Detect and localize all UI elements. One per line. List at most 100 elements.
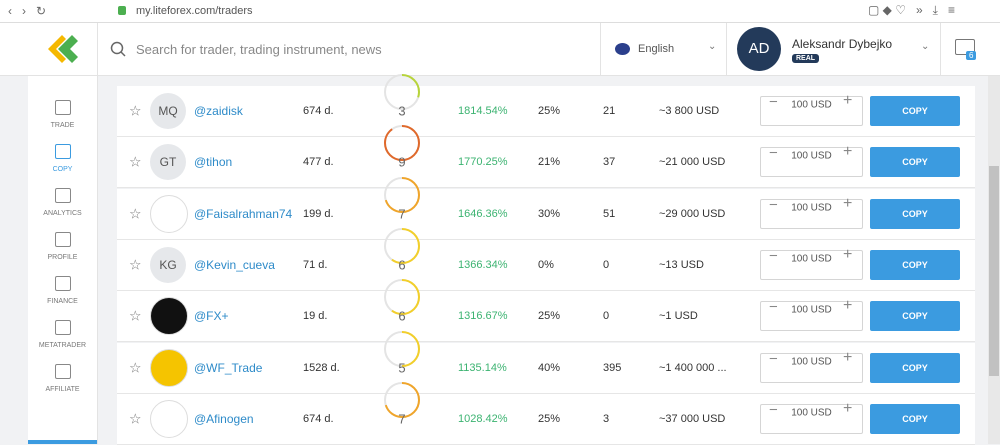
flag-icon [615, 43, 630, 55]
decrease-button[interactable]: − [769, 298, 778, 316]
percent: 21% [538, 156, 561, 169]
nav-icons[interactable]: ‹ › ↻ [8, 4, 47, 18]
increase-button[interactable]: + [843, 399, 853, 417]
user-avatar[interactable]: AD [737, 27, 781, 71]
trader-name[interactable]: @WF_Trade [194, 360, 263, 375]
amount-input[interactable]: − 100 USD + [760, 92, 863, 126]
nav-label[interactable]: METATRADER [38, 342, 87, 349]
gain: 1028.42% [458, 412, 508, 425]
favorite-star[interactable]: ☆ [129, 153, 142, 170]
amount[interactable]: 100 USD [791, 150, 832, 162]
favorite-star[interactable]: ☆ [129, 359, 142, 375]
favorite-star[interactable]: ☆ [129, 205, 142, 222]
amount-input[interactable]: − 100 USD + [760, 297, 863, 332]
trader-name[interactable]: @zaidisk [194, 104, 243, 118]
copy-button[interactable]: COPY [870, 198, 960, 229]
header: Search for trader, trading instrument, n… [0, 23, 1000, 76]
copy-button[interactable]: COPY [870, 352, 960, 383]
trader-avatar[interactable] [150, 348, 188, 387]
copy-button[interactable]: COPY [870, 301, 960, 332]
nav-icon[interactable] [55, 364, 71, 379]
count: 37 [603, 156, 616, 169]
logo[interactable] [44, 31, 82, 67]
increase-button[interactable]: + [843, 297, 853, 315]
chat-icon[interactable] [955, 39, 975, 55]
risk-ring [384, 125, 420, 162]
copy-button[interactable]: COPY [870, 403, 960, 434]
nav-icon[interactable] [55, 188, 71, 203]
decrease-button[interactable]: − [769, 144, 778, 162]
trader-avatar[interactable]: MQ [150, 93, 186, 129]
risk-arc [384, 381, 420, 418]
gain: 1316.67% [458, 310, 508, 323]
nav-icon[interactable] [55, 232, 71, 247]
decrease-button[interactable]: − [769, 247, 778, 265]
trader-name[interactable]: @Afinogen [194, 411, 254, 426]
amount-input[interactable]: − 100 USD + [760, 349, 863, 383]
amount-input[interactable]: − 100 USD + [760, 195, 863, 229]
decrease-button[interactable]: − [769, 350, 778, 367]
count: 0 [603, 310, 610, 323]
trader-avatar[interactable]: GT [150, 144, 186, 181]
amount[interactable]: 100 USD [791, 356, 832, 367]
favorite-star[interactable]: ☆ [129, 102, 142, 119]
amount[interactable]: 100 USD [791, 99, 832, 111]
amount[interactable]: 100 USD [791, 304, 832, 316]
url[interactable]: my.liteforex.com/traders [136, 5, 253, 17]
copy-button[interactable]: COPY [870, 96, 960, 126]
increase-button[interactable]: + [843, 92, 853, 109]
dropdown-caret[interactable]: ⌄ [708, 41, 717, 52]
trader-days: 674 d. [303, 412, 334, 425]
percent: 0% [538, 258, 554, 271]
trader-avatar[interactable]: KG [150, 246, 186, 283]
amount[interactable]: 100 USD [791, 253, 832, 265]
copy-button[interactable]: COPY [870, 147, 960, 178]
scroll-thumb[interactable] [989, 166, 999, 376]
increase-button[interactable]: + [843, 348, 853, 366]
trader-name[interactable]: @tihon [194, 155, 233, 170]
language[interactable]: English [638, 43, 675, 55]
favorite-star[interactable]: ☆ [129, 307, 142, 324]
dropdown-caret[interactable]: ⌄ [921, 41, 930, 52]
trader-days: 674 d. [303, 105, 334, 117]
decrease-button[interactable]: − [769, 93, 778, 111]
amount-input[interactable]: − 100 USD + [760, 400, 863, 434]
trader-avatar[interactable] [150, 399, 188, 438]
nav-icon[interactable] [55, 100, 71, 115]
trader-name[interactable]: @Kevin_cueva [194, 257, 275, 272]
gain: 1366.34% [458, 258, 508, 271]
percent: 25% [538, 105, 561, 117]
search-input[interactable]: Search for trader, trading instrument, n… [136, 42, 382, 57]
nav-icon[interactable] [55, 276, 71, 291]
nav-label[interactable]: TRADE [50, 122, 75, 129]
nav-label[interactable]: AFFILIATE [45, 386, 80, 393]
copy-button[interactable]: COPY [870, 249, 960, 280]
nav-icon[interactable] [55, 320, 71, 335]
nav-label[interactable]: COPY [52, 166, 73, 173]
user-name[interactable]: Aleksandr Dybejko [792, 37, 893, 51]
risk-score: 6 [398, 257, 406, 273]
increase-button[interactable]: + [843, 194, 853, 212]
trader-name[interactable]: @Faisalrahman74 [194, 206, 293, 221]
increase-button[interactable]: + [843, 245, 853, 263]
risk-ring [384, 330, 420, 367]
count: 21 [603, 105, 616, 117]
nav-label[interactable]: ANALYTICS [43, 210, 82, 217]
favorite-star[interactable]: ☆ [129, 410, 142, 427]
amount-input[interactable]: − 100 USD + [760, 143, 863, 178]
nav-label[interactable]: PROFILE [47, 254, 78, 261]
amount[interactable]: 100 USD [791, 202, 832, 214]
trader-avatar[interactable] [150, 194, 188, 233]
decrease-button[interactable]: − [769, 196, 778, 214]
trader-avatar[interactable] [150, 297, 188, 336]
nav-icon[interactable] [55, 144, 71, 159]
browser-tools[interactable]: ▢ ◆ ♡ » ⤓ ≡ [868, 3, 955, 17]
amount[interactable]: 100 USD [791, 407, 832, 419]
amount-input[interactable]: − 100 USD + [760, 246, 863, 280]
decrease-button[interactable]: − [769, 401, 778, 419]
favorite-star[interactable]: ☆ [129, 256, 142, 273]
increase-button[interactable]: + [843, 143, 853, 161]
trader-name[interactable]: @FX+ [194, 309, 229, 324]
nav-label[interactable]: FINANCE [47, 298, 78, 305]
scrollbar[interactable] [988, 76, 1000, 444]
